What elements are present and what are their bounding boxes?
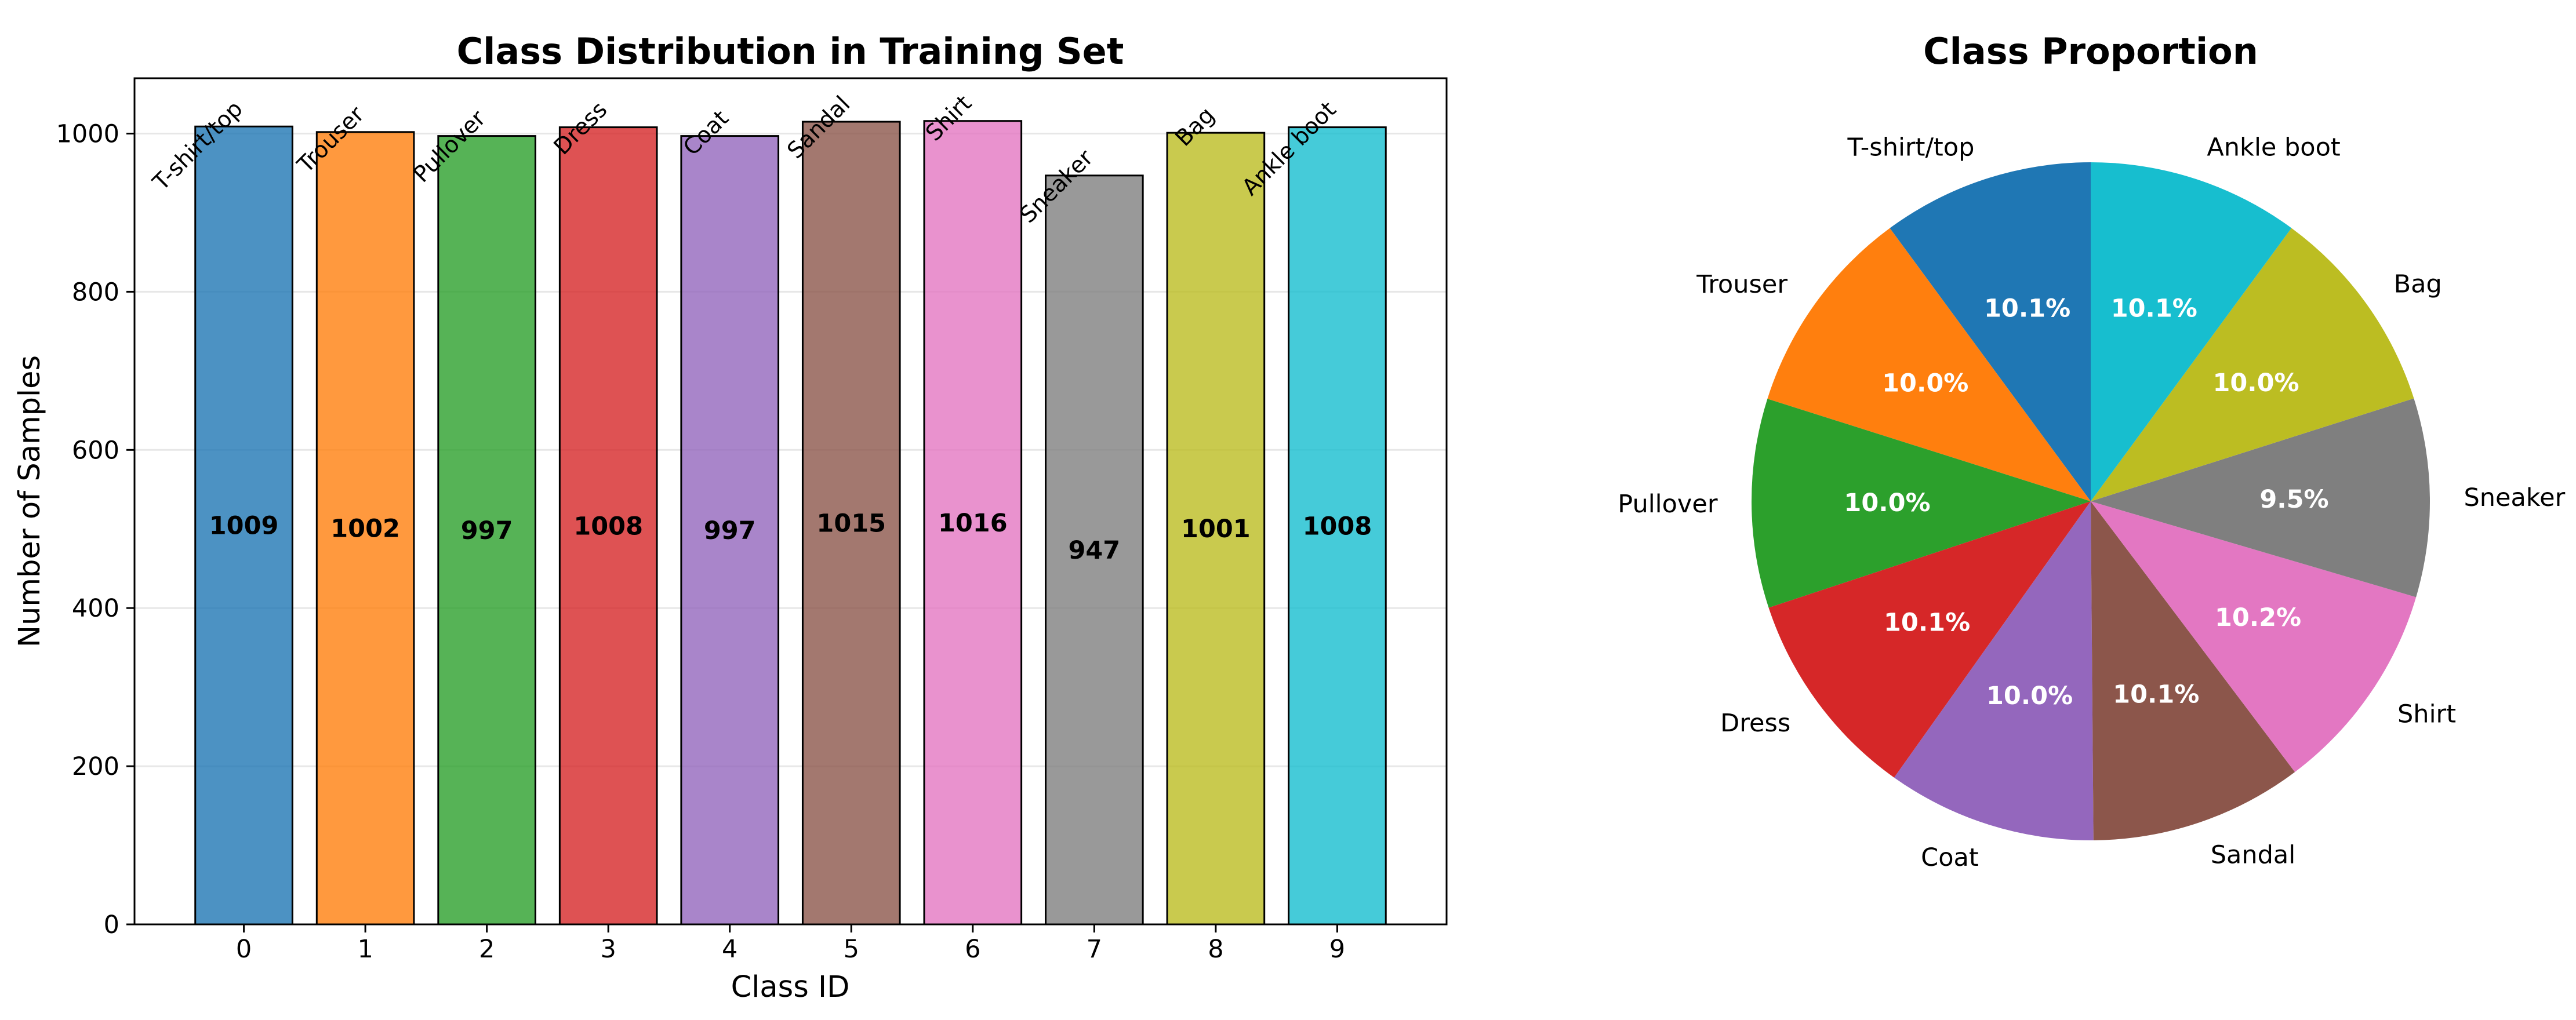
bar-value-label: 1009: [209, 512, 279, 541]
bar: [437, 135, 536, 926]
bar-y-tick-label: 200: [72, 752, 119, 781]
pie-percent-label: 10.1%: [2113, 680, 2199, 709]
pie-category-label: Trouser: [1696, 270, 1787, 299]
bar-x-tick-label: 5: [844, 935, 859, 964]
bar: [1288, 126, 1387, 926]
bar: [315, 131, 415, 926]
pie-category-label: Sandal: [2211, 840, 2296, 869]
pie-percent-label: 10.0%: [1844, 489, 1930, 518]
bar-x-tick-label: 1: [357, 935, 373, 964]
pie-slice: [1768, 501, 2091, 778]
pie-category-label: Bag: [2394, 270, 2442, 299]
pie-percent-label: 10.1%: [1984, 294, 2070, 323]
pie-percent-label: 10.0%: [1986, 682, 2073, 711]
bar-value-label: 1008: [1303, 512, 1372, 541]
bar-x-ticks: 0 1 2 3 4 5 6 7 8 9: [236, 924, 1345, 964]
bar-y-axis-label: Number of Samples: [13, 355, 47, 647]
pie-slice: [2091, 162, 2292, 501]
bar: [558, 126, 658, 926]
pie-slice: [2091, 228, 2414, 501]
bar-x-tick-label: 4: [722, 935, 737, 964]
pie-slice: [1767, 228, 2091, 501]
pie-slice: [2091, 398, 2430, 598]
bar-x-tick-label: 6: [965, 935, 980, 964]
bar-x-tick-label: 9: [1329, 935, 1345, 964]
pie-slice: [1751, 399, 2091, 608]
pie-chart-title: Class Proportion: [1923, 30, 2258, 72]
pie-category-label: Shirt: [2397, 700, 2456, 728]
bar-value-label: 997: [461, 516, 513, 545]
bar-x-tick-label: 0: [236, 935, 252, 964]
bar-x-tick-label: 7: [1087, 935, 1102, 964]
bar-x-tick-label: 8: [1208, 935, 1223, 964]
bar-value-label: 1008: [573, 512, 643, 541]
bar-y-tick-label: 800: [72, 278, 119, 307]
bar: [680, 135, 780, 926]
pie-category-label: T-shirt/top: [1847, 133, 1974, 162]
bar-y-tick-label: 400: [72, 594, 119, 623]
bar-y-tick-label: 600: [72, 436, 119, 465]
pie-chart: 10.1% 10.0% 10.0% 10.1% 10.0% 10.1% 10.2% 9.5% 1…: [1618, 30, 2565, 872]
bar-plot-frame: [133, 77, 1448, 926]
bar: [801, 121, 901, 926]
pie-category-labels: T-shirt/top Trouser Pullover Dress Coat Sanda…: [1618, 133, 2565, 872]
bar: [923, 120, 1023, 926]
bar-value-label: 997: [704, 516, 756, 545]
pie-category-label: Pullover: [1618, 490, 1718, 519]
bar-value-labels: 1009 1002 997 1008 997 1015 1016 947 1001 1008: [209, 509, 1372, 565]
pie-percent-label: 10.0%: [2212, 369, 2299, 398]
pie-percent-label: 10.0%: [1882, 369, 1968, 398]
bar-x-tick-label: 3: [601, 935, 616, 964]
pie-percent-label: 10.1%: [1884, 608, 1970, 637]
pie-percent-label: 9.5%: [2259, 485, 2328, 514]
pie-category-label: Ankle boot: [2207, 133, 2340, 162]
pie-percent-label: 10.2%: [2215, 603, 2301, 632]
bar-value-label: 1015: [816, 509, 886, 538]
bar-value-label: 1016: [938, 509, 1008, 538]
pie-category-label: Coat: [1921, 843, 1979, 872]
bar: [1045, 174, 1144, 926]
bar-y-tick-label: 0: [104, 910, 119, 939]
bar-value-label: 1001: [1181, 515, 1251, 544]
bar-chart-title: Class Distribution in Training Set: [457, 30, 1124, 72]
bar-x-tick-label: 2: [479, 935, 495, 964]
pie-slice: [1894, 501, 2094, 840]
pie-category-label: Sneaker: [2464, 483, 2565, 512]
bar-y-tick-label: 1000: [56, 120, 119, 149]
pie-percent-labels: 10.1% 10.0% 10.0% 10.1% 10.0% 10.1% 10.2% 9.5% 1…: [1844, 294, 2328, 710]
pie-slices: [1751, 162, 2430, 840]
pie-category-label: Dress: [1720, 709, 1790, 738]
bar-y-ticks: 0 200 400 600 800 1000: [56, 120, 135, 939]
bar-value-label: 947: [1068, 536, 1120, 565]
bar-x-axis-label: Class ID: [731, 970, 850, 1004]
pie-slice: [1890, 162, 2091, 501]
pie-percent-label: 10.1%: [2111, 294, 2197, 323]
pie-slice: [2091, 501, 2417, 773]
pie-slice: [2091, 501, 2295, 840]
bar-series: [194, 120, 1387, 926]
bar-value-label: 1002: [330, 514, 400, 543]
